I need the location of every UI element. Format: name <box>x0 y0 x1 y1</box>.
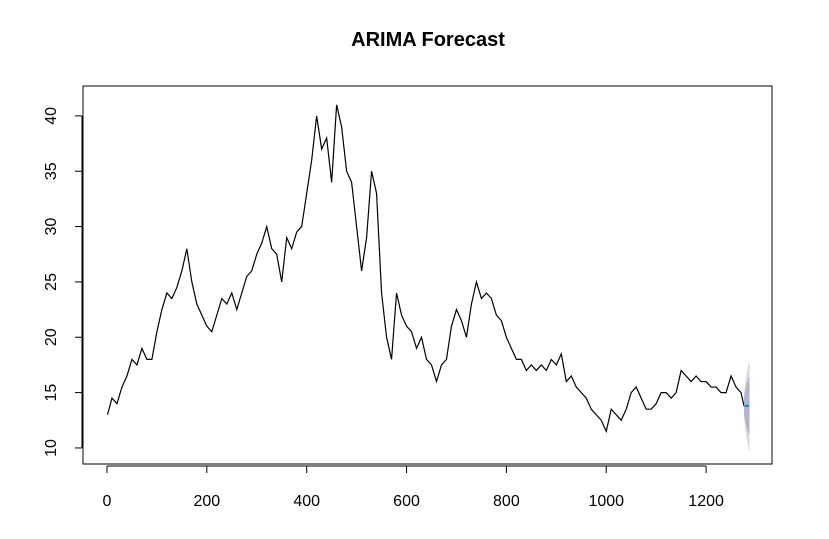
y-tick-label: 30 <box>43 218 60 236</box>
chart-title: ARIMA Forecast <box>351 29 505 51</box>
x-tick-label: 1000 <box>588 493 624 510</box>
series-line <box>106 104 745 434</box>
x-tick-label: 800 <box>493 493 520 510</box>
y-tick-label: 20 <box>43 328 60 346</box>
x-tick-label: 1200 <box>688 493 724 510</box>
x-tick-label: 0 <box>103 493 112 510</box>
y-tick-label: 25 <box>43 273 60 291</box>
x-tick-label: 200 <box>193 493 220 510</box>
y-tick-label: 10 <box>43 439 60 457</box>
y-tick-label: 40 <box>43 107 60 125</box>
y-tick-label: 15 <box>43 384 60 402</box>
interval-80 <box>748 377 750 435</box>
plot-box <box>82 85 773 465</box>
x-tick-label: 400 <box>293 493 320 510</box>
x-tick-label: 600 <box>393 493 420 510</box>
y-tick-label: 35 <box>43 162 60 180</box>
